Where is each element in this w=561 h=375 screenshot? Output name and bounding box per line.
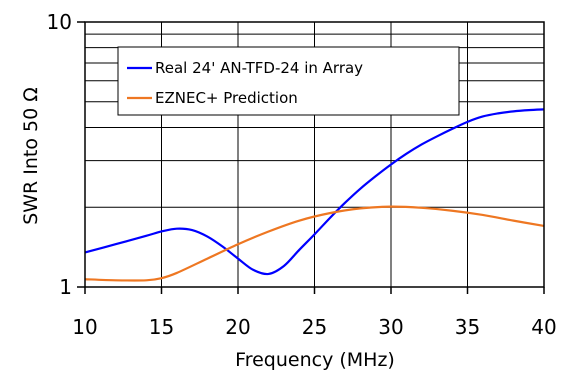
series-line-real (84, 108, 545, 276)
legend-box (117, 46, 460, 116)
x-tick-label: 20 (225, 315, 250, 339)
x-tick-label: 25 (302, 315, 327, 339)
legend-label-real: Real 24' AN-TFD-24 in Array (155, 59, 363, 77)
legend-label-eznec: EZNEC+ Prediction (155, 89, 298, 107)
y-axis-title: SWR Into 50 Ω (20, 87, 42, 225)
x-tick-label: 35 (455, 315, 480, 339)
legend: Real 24' AN-TFD-24 in Array EZNEC+ Predi… (117, 46, 460, 116)
y-tick-label: 10 (47, 10, 72, 34)
series-layer (84, 108, 545, 282)
series-line-eznec (84, 205, 545, 282)
x-axis-title: Frequency (MHz) (235, 349, 395, 371)
y-tick-label: 1 (59, 275, 72, 299)
x-tick-label: 10 (72, 315, 97, 339)
x-tick-label: 40 (531, 315, 556, 339)
x-tick-label: 15 (149, 315, 174, 339)
tick-mark-layer (77, 21, 545, 294)
x-tick-label: 30 (378, 315, 403, 339)
